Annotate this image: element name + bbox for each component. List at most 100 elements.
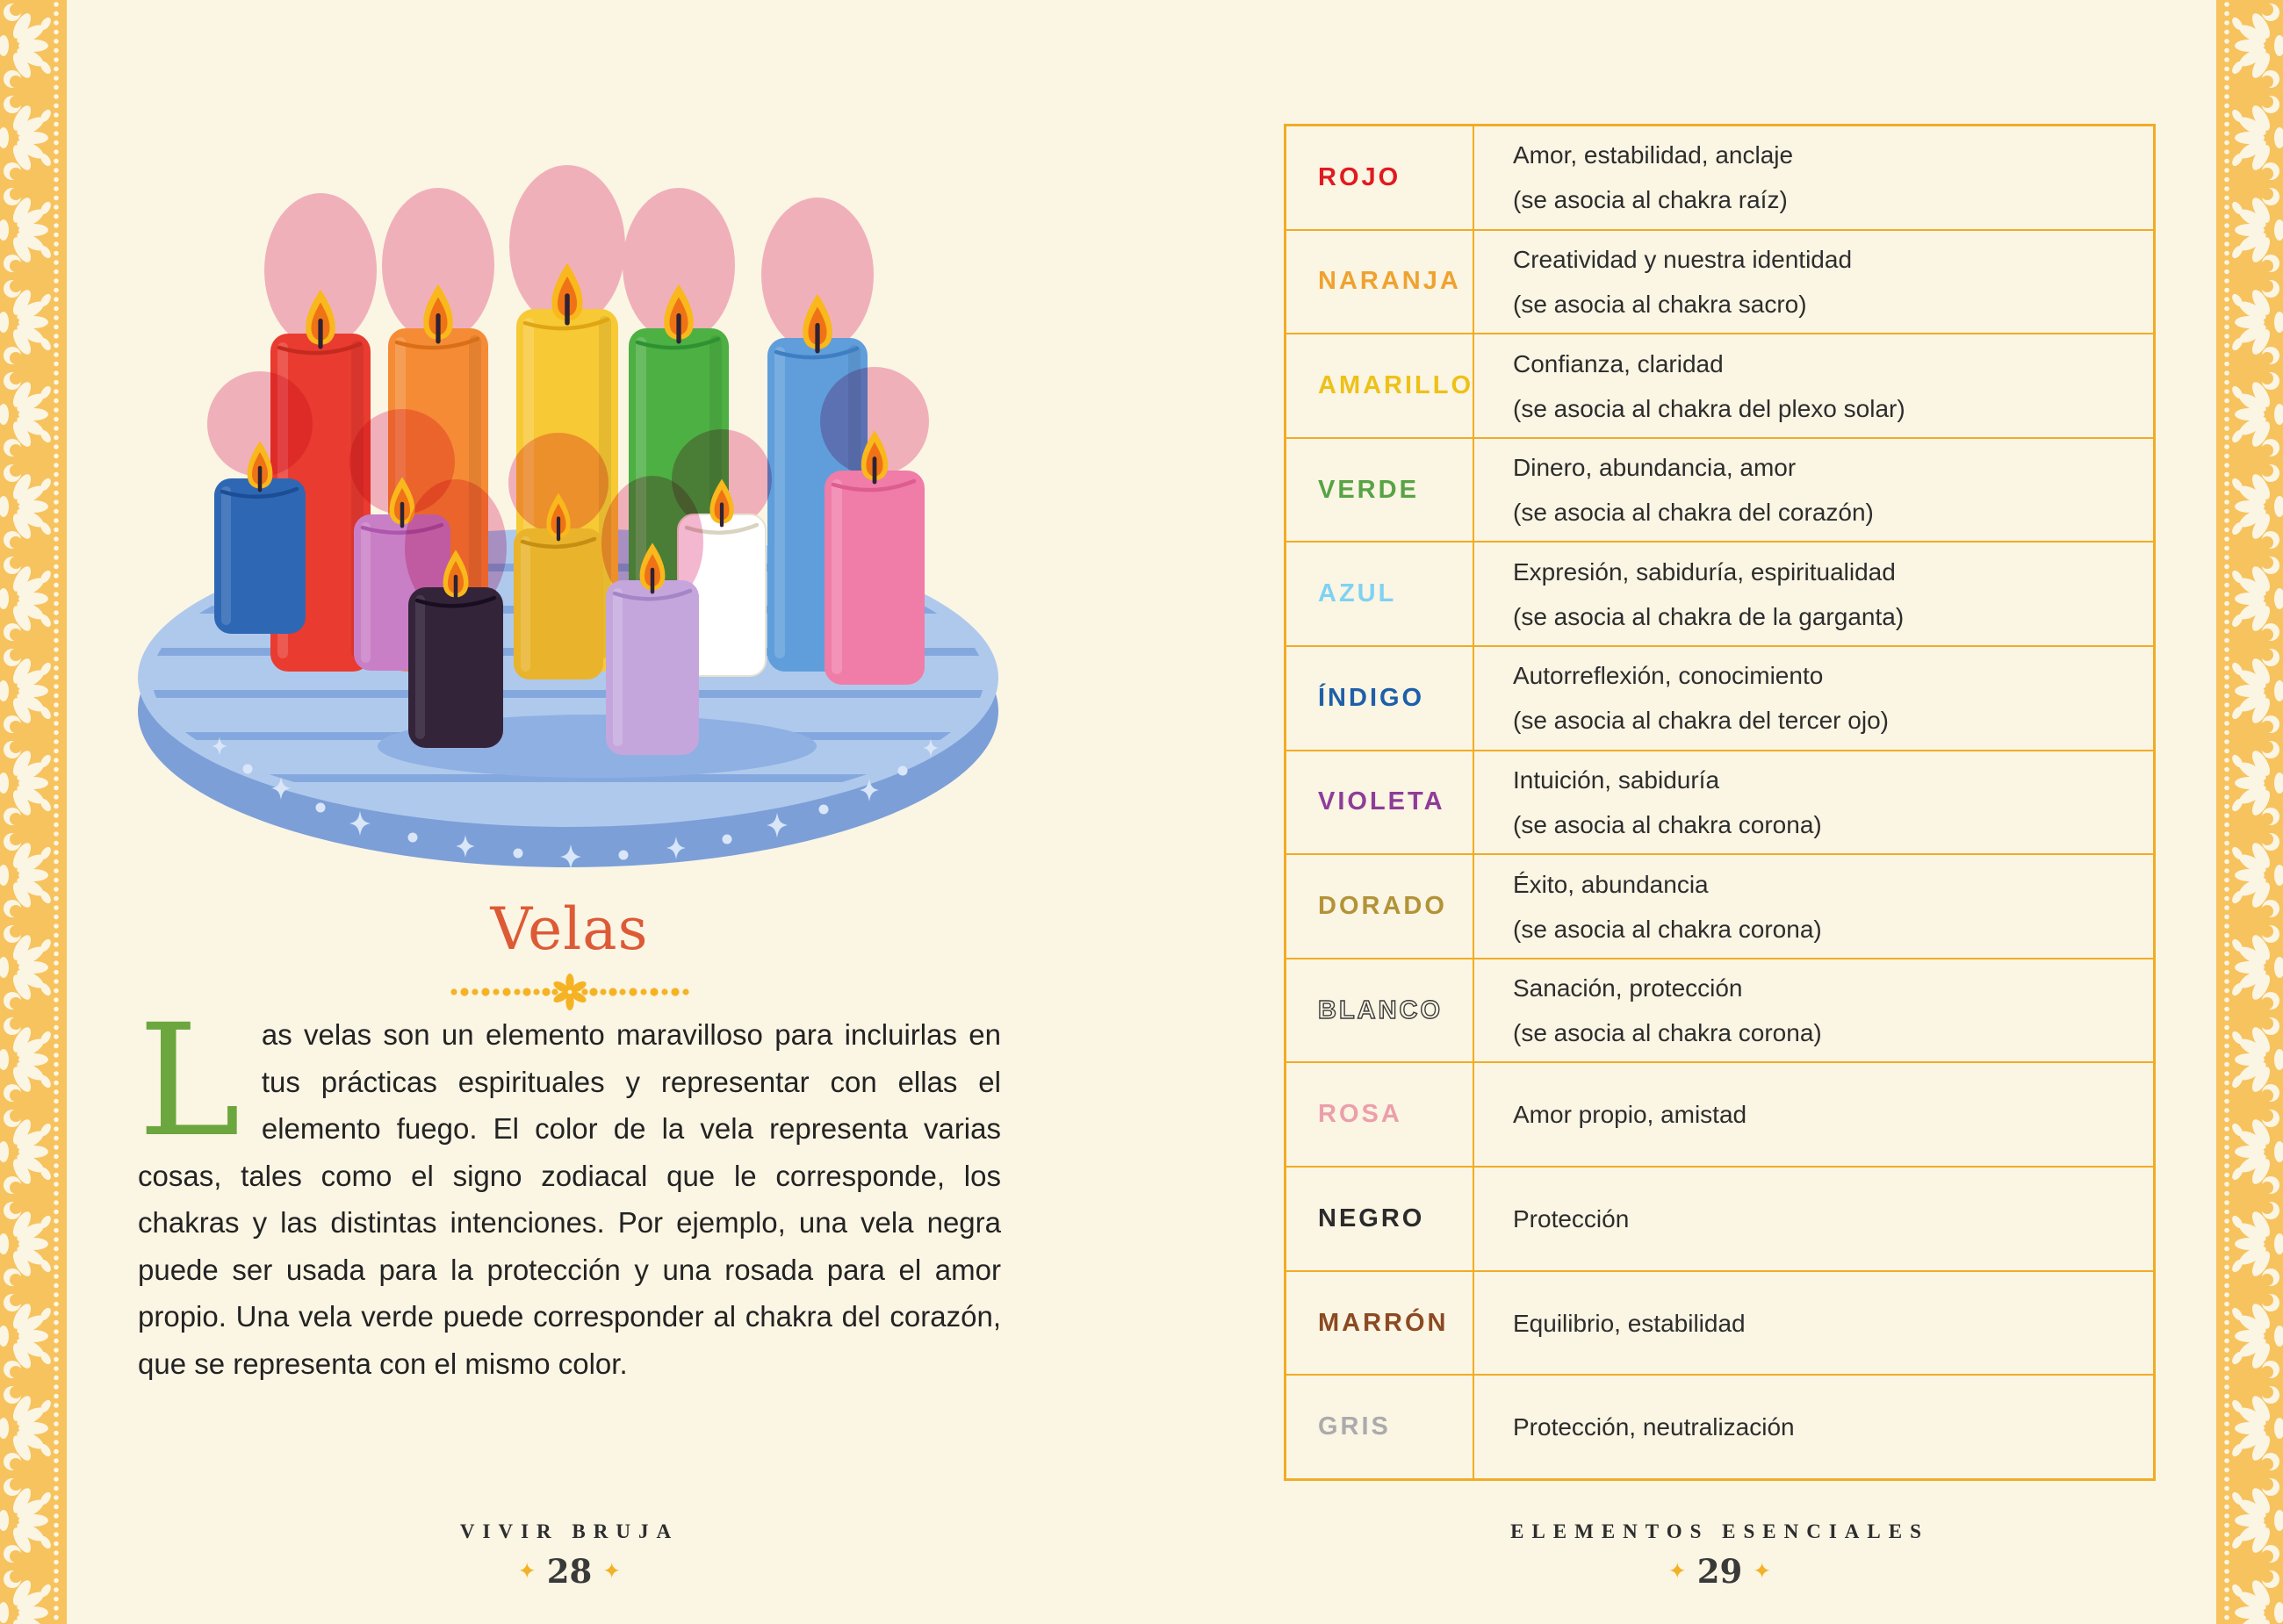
- tray-sparkles: [212, 737, 939, 870]
- color-meaning-line: Amor, estabilidad, anclaje: [1513, 141, 1794, 169]
- color-label-cell: NARANJA: [1286, 230, 1474, 334]
- table-row: MARRÓN Equilibrio, estabilidad: [1286, 1269, 2153, 1375]
- color-label: NEGRO: [1318, 1204, 1425, 1232]
- color-meaning-line: Expresión, sabiduría, espiritualidad: [1513, 557, 1896, 586]
- color-meaning-line: Éxito, abundancia: [1513, 870, 1709, 898]
- color-meaning-line: (se asocia al chakra del tercer ojo): [1513, 707, 1889, 735]
- color-meaning-line: (se asocia al chakra del corazón): [1513, 499, 1874, 527]
- running-head-left: VIVIR BRUJA: [459, 1520, 680, 1542]
- color-label-cell: ROJO: [1286, 126, 1474, 229]
- color-meaning-cell: Éxito, abundancia (se asocia al chakra co…: [1474, 855, 2153, 958]
- table-row: ÍNDIGO Autorreflexión, conocimiento (se as…: [1286, 645, 2153, 750]
- table-row: ROSA Amor propio, amistad: [1286, 1061, 2153, 1167]
- running-head-right: ELEMENTOS ESENCIALES: [1510, 1520, 1929, 1542]
- sparkle-icon: ✦: [1753, 1558, 1772, 1584]
- color-label: AZUL: [1318, 579, 1397, 608]
- lace-border-left: [0, 0, 67, 1624]
- sparkle-icon: ✦: [517, 1558, 537, 1584]
- color-label: MARRÓN: [1318, 1308, 1449, 1337]
- table-row: VIOLETA Intuición, sabiduría (se asocia al…: [1286, 749, 2153, 854]
- color-label: ROSA: [1318, 1100, 1402, 1129]
- sparkle-icon: ✦: [602, 1558, 622, 1584]
- color-meaning-line: Amor propio, amistad: [1513, 1101, 1747, 1129]
- table-row: BLANCO Sanación, protección (se asocia al …: [1286, 957, 2153, 1062]
- color-label-cell: VIOLETA: [1286, 751, 1474, 854]
- color-meaning-cell: Sanación, protección (se asocia al chakra…: [1474, 959, 2153, 1062]
- color-meaning-cell: Expresión, sabiduría, espiritualidad (se …: [1474, 543, 2153, 645]
- color-meaning-line: Intuición, sabiduría: [1513, 765, 1720, 794]
- table-row: AZUL Expresión, sabiduría, espiritualidad…: [1286, 541, 2153, 646]
- color-meaning-cell: Confianza, claridad (se asocia al chakra …: [1474, 334, 2153, 437]
- candle-lavender: [606, 543, 699, 755]
- color-meaning-line: Confianza, claridad: [1513, 349, 1724, 377]
- candle-color-table: ROJO Amor, estabilidad, anclaje (se asocia…: [1284, 124, 2156, 1481]
- color-meaning-line: Protección: [1513, 1204, 1630, 1232]
- footer-right: ELEMENTOS ESENCIALES ✦ 29 ✦: [1284, 1520, 2156, 1591]
- flower-ornament: [552, 974, 587, 1010]
- color-label: VIOLETA: [1318, 787, 1445, 816]
- sparkle-icon: ✦: [1667, 1558, 1687, 1584]
- color-label-cell: ROSA: [1286, 1063, 1474, 1167]
- color-meaning-line: Protección, neutralización: [1513, 1413, 1795, 1441]
- color-meaning-cell: Amor propio, amistad: [1474, 1063, 2153, 1166]
- color-meaning-line: Autorreflexión, conocimiento: [1513, 662, 1824, 690]
- page-number-right: ✦ 29 ✦: [1667, 1552, 1772, 1591]
- color-meaning-cell: Dinero, abundancia, amor (se asocia al ch…: [1474, 439, 2153, 542]
- color-meaning-cell: Intuición, sabiduría (se asocia al chakra…: [1474, 751, 2153, 854]
- color-meaning-cell: Equilibrio, estabilidad: [1474, 1272, 2153, 1375]
- candles-illustration: [138, 165, 998, 870]
- table-row: DORADO Éxito, abundancia (se asocia al cha…: [1286, 853, 2153, 958]
- color-meaning-line: (se asocia al chakra corona): [1513, 1019, 1822, 1047]
- color-meaning-line: (se asocia al chakra raíz): [1513, 186, 1788, 214]
- candle-pink: [825, 430, 925, 685]
- color-meaning-cell: Protección, neutralización: [1474, 1376, 2153, 1478]
- color-label: VERDE: [1318, 475, 1419, 504]
- page-title: Velas: [490, 895, 649, 963]
- color-meaning-line: (se asocia al chakra corona): [1513, 810, 1822, 838]
- color-label: DORADO: [1318, 892, 1447, 921]
- color-label: GRIS: [1318, 1412, 1391, 1441]
- color-meaning-line: Equilibrio, estabilidad: [1513, 1309, 1746, 1337]
- color-label: NARANJA: [1318, 267, 1461, 296]
- table-row: NEGRO Protección: [1286, 1166, 2153, 1270]
- color-label-cell: DORADO: [1286, 855, 1474, 958]
- table-row: AMARILLO Confianza, claridad (se asocia al…: [1286, 333, 2153, 437]
- candle-gold: [514, 493, 603, 679]
- color-meaning-line: (se asocia al chakra de la garganta): [1513, 602, 1905, 630]
- color-label-cell: GRIS: [1286, 1376, 1474, 1478]
- table-row: ROJO Amor, estabilidad, anclaje (se asocia…: [1286, 126, 2153, 229]
- color-label-cell: BLANCO: [1286, 959, 1474, 1062]
- dots-divider: [138, 973, 1001, 1016]
- color-label: BLANCO: [1317, 995, 1444, 1024]
- table-row: NARANJA Creatividad y nuestra identidad (s…: [1286, 228, 2153, 334]
- color-label-cell: VERDE: [1286, 438, 1474, 542]
- candle-black: [408, 550, 503, 748]
- color-meaning-line: (se asocia al chakra sacro): [1513, 290, 1807, 318]
- page-number-left: ✦ 28 ✦: [517, 1552, 622, 1591]
- color-meaning-line: Sanación, protección: [1513, 974, 1743, 1002]
- color-meaning-cell: Amor, estabilidad, anclaje (se asocia al …: [1474, 126, 2153, 229]
- lace-border-right: [2216, 0, 2283, 1624]
- color-label: AMARILLO: [1318, 371, 1474, 400]
- paragraph-text: as velas son un elemento maravilloso par…: [138, 1018, 1001, 1380]
- color-meaning-line: Dinero, abundancia, amor: [1513, 454, 1797, 482]
- color-meaning-cell: Autorreflexión, conocimiento (se asocia a…: [1474, 647, 2153, 750]
- color-label-cell: NEGRO: [1286, 1168, 1474, 1270]
- color-label-cell: MARRÓN: [1286, 1271, 1474, 1375]
- color-meaning-cell: Creatividad y nuestra identidad (se asoci…: [1474, 231, 2153, 334]
- color-meaning-cell: Protección: [1474, 1168, 2153, 1270]
- color-label: ROJO: [1318, 162, 1401, 191]
- table-row: GRIS Protección, neutralización: [1286, 1374, 2153, 1478]
- color-meaning-line: (se asocia al chakra del plexo solar): [1513, 394, 1905, 422]
- color-meaning-line: Creatividad y nuestra identidad: [1513, 245, 1853, 273]
- table-row: VERDE Dinero, abundancia, amor (se asocia …: [1286, 436, 2153, 542]
- color-label-cell: AMARILLO: [1286, 334, 1474, 437]
- footer-left: VIVIR BRUJA ✦ 28 ✦: [138, 1520, 1001, 1591]
- color-meaning-line: (se asocia al chakra corona): [1513, 915, 1822, 943]
- dropcap: L: [138, 991, 241, 1171]
- color-label-cell: AZUL: [1286, 543, 1474, 646]
- color-label: ÍNDIGO: [1318, 683, 1425, 712]
- color-label-cell: ÍNDIGO: [1286, 647, 1474, 750]
